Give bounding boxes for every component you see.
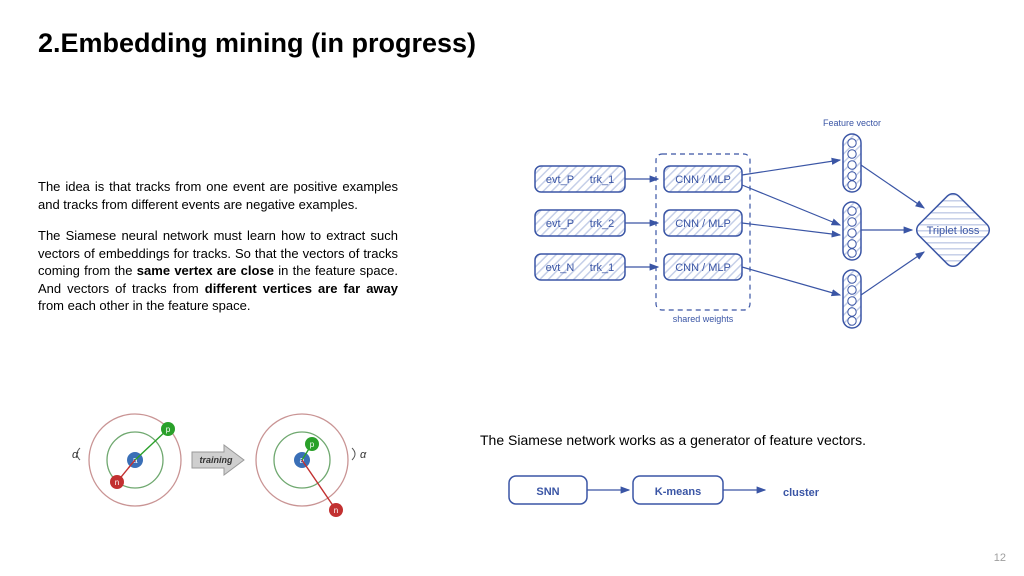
- p2-bold-2: different vertices are far away: [205, 281, 398, 296]
- svg-text:evt_P: evt_P: [546, 218, 574, 230]
- paragraph-2: The Siamese neural network must learn ho…: [38, 227, 398, 315]
- svg-text:α: α: [360, 449, 367, 461]
- cnn-box-2: CNN / MLP: [664, 210, 742, 236]
- page-number: 12: [994, 552, 1006, 564]
- svg-text:K-means: K-means: [655, 486, 701, 498]
- p2-part-e: from each other in the feature space.: [38, 298, 250, 313]
- siamese-network-diagram: evt_P trk_1 evt_P trk_2 evt_N trk_1 shar…: [530, 110, 1000, 350]
- pipeline-diagram: SNN K-means cluster: [505, 468, 865, 512]
- triplet-before: a p n α: [72, 414, 181, 506]
- paragraph-1: The idea is that tracks from one event a…: [38, 178, 398, 213]
- triplet-after: a p n α: [256, 414, 367, 517]
- triplet-loss-node: Triplet loss: [913, 190, 992, 269]
- svg-text:n: n: [115, 478, 119, 487]
- svg-text:p: p: [310, 440, 315, 449]
- svg-text:CNN / MLP: CNN / MLP: [675, 174, 731, 186]
- svg-text:evt_N: evt_N: [546, 262, 575, 274]
- svg-text:CNN / MLP: CNN / MLP: [675, 262, 731, 274]
- svg-text:trk_2: trk_2: [590, 218, 614, 230]
- feature-vector-1: [843, 134, 861, 192]
- p2-bold-1: same vertex are close: [137, 263, 274, 278]
- svg-text:CNN / MLP: CNN / MLP: [675, 218, 731, 230]
- svg-text:evt_P: evt_P: [546, 174, 574, 186]
- slide-title: 2.Embedding mining (in progress): [38, 28, 476, 59]
- feature-vector-3: [843, 270, 861, 328]
- svg-text:α: α: [72, 449, 79, 461]
- svg-text:trk_1: trk_1: [590, 174, 614, 186]
- feature-vector-2: [843, 202, 861, 260]
- pipeline-caption: The Siamese network works as a generator…: [480, 432, 866, 448]
- svg-text:training: training: [200, 455, 234, 465]
- triplet-margin-diagram: a p n α training a p n α: [72, 400, 382, 520]
- svg-text:SNN: SNN: [536, 486, 559, 498]
- input-box-3: evt_N trk_1: [535, 254, 625, 280]
- svg-text:n: n: [334, 506, 338, 515]
- pipeline-cluster-label: cluster: [783, 487, 820, 499]
- svg-text:trk_1: trk_1: [590, 262, 614, 274]
- training-arrow: training: [192, 445, 244, 475]
- feature-vector-label: Feature vector: [823, 118, 881, 128]
- cnn-box-1: CNN / MLP: [664, 166, 742, 192]
- shared-weights-label: shared weights: [673, 314, 734, 324]
- svg-text:Triplet loss: Triplet loss: [927, 225, 980, 237]
- body-text: The idea is that tracks from one event a…: [38, 178, 398, 329]
- input-box-2: evt_P trk_2: [535, 210, 625, 236]
- svg-text:p: p: [166, 425, 171, 434]
- cnn-box-3: CNN / MLP: [664, 254, 742, 280]
- input-box-1: evt_P trk_1: [535, 166, 625, 192]
